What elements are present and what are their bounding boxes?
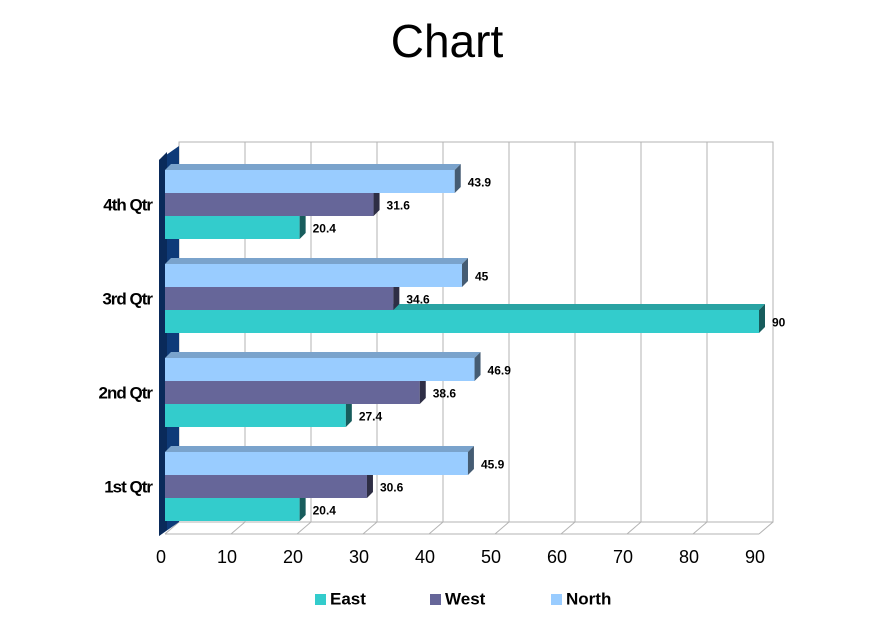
data-label: 45.9 bbox=[481, 458, 505, 472]
legend-swatch bbox=[430, 594, 441, 605]
bar-west bbox=[165, 193, 374, 216]
bar-end-west bbox=[373, 187, 380, 216]
data-label: 46.9 bbox=[488, 364, 512, 378]
gridline-floor bbox=[362, 521, 378, 535]
data-label: 30.6 bbox=[380, 481, 404, 495]
wall-edge bbox=[159, 152, 167, 536]
bar-east bbox=[165, 498, 300, 521]
bar-end-east bbox=[299, 210, 306, 239]
bar-end-east bbox=[299, 492, 306, 521]
data-label: 31.6 bbox=[387, 199, 411, 213]
gridline-floor bbox=[164, 521, 180, 535]
bar-top-north bbox=[165, 446, 474, 452]
bar-top-north bbox=[165, 258, 468, 264]
bar-north bbox=[165, 358, 475, 381]
bar-east bbox=[165, 310, 759, 333]
x-tick-label: 10 bbox=[217, 547, 237, 567]
x-tick-label: 90 bbox=[745, 547, 765, 567]
x-tick-label: 50 bbox=[481, 547, 501, 567]
bar-end-east bbox=[759, 304, 765, 333]
legend-label: East bbox=[330, 589, 366, 608]
side-wall bbox=[159, 146, 179, 536]
legend-label: North bbox=[566, 589, 611, 608]
gridline-floor bbox=[428, 521, 444, 535]
gridline-floor bbox=[296, 521, 312, 535]
gridline-floor bbox=[626, 521, 642, 535]
bar-end-west bbox=[366, 469, 373, 498]
category-label: 4th Qtr bbox=[103, 195, 153, 214]
x-tick-label: 80 bbox=[679, 547, 699, 567]
data-labels: 20.4 30.6 45.9 27.4 38.6 46.9 90 34.6 45 20.4 31.6… bbox=[313, 176, 786, 518]
bar-west bbox=[165, 381, 420, 404]
x-tick-label: 60 bbox=[547, 547, 567, 567]
gridline-floor bbox=[758, 521, 774, 535]
legend-swatch bbox=[551, 594, 562, 605]
bar-west bbox=[165, 475, 367, 498]
bar-end-north bbox=[462, 258, 468, 287]
data-label: 90 bbox=[772, 316, 786, 330]
data-label: 27.4 bbox=[359, 410, 383, 424]
axes: 1st Qtr 2nd Qtr 3rd Qtr 4th Qtr 0 10 20 30 40 50 6… bbox=[99, 195, 765, 567]
bar-end-west bbox=[393, 281, 400, 310]
legend-swatch bbox=[315, 594, 326, 605]
chart-title: Chart bbox=[390, 15, 504, 67]
gridline-floor bbox=[230, 521, 246, 535]
x-tick-label: 30 bbox=[349, 547, 369, 567]
category-label: 2nd Qtr bbox=[99, 383, 154, 402]
gridline-floor bbox=[494, 521, 510, 535]
bar-end-north bbox=[454, 164, 461, 193]
gridline-floor bbox=[692, 521, 708, 535]
bar-north bbox=[165, 452, 468, 475]
data-label: 20.4 bbox=[313, 222, 337, 236]
bar-east bbox=[165, 404, 346, 427]
bar-end-west bbox=[419, 375, 426, 404]
bars bbox=[165, 164, 765, 521]
legend-label: West bbox=[445, 589, 486, 608]
bar-north bbox=[165, 264, 462, 287]
x-tick-label: 20 bbox=[283, 547, 303, 567]
bar-north bbox=[165, 170, 455, 193]
bar-top-north bbox=[165, 164, 461, 170]
category-label: 1st Qtr bbox=[104, 477, 153, 496]
data-label: 34.6 bbox=[406, 293, 430, 307]
bar-east bbox=[165, 216, 300, 239]
category-label: 3rd Qtr bbox=[102, 289, 153, 308]
x-tick-label: 70 bbox=[613, 547, 633, 567]
data-label: 43.9 bbox=[468, 176, 492, 190]
gridline-floor bbox=[560, 521, 576, 535]
legend: East West North bbox=[315, 589, 611, 608]
bar-end-north bbox=[474, 352, 481, 381]
data-label: 38.6 bbox=[433, 387, 457, 401]
data-label: 45 bbox=[475, 270, 489, 284]
x-tick-label: 0 bbox=[156, 547, 166, 567]
x-tick-label: 40 bbox=[415, 547, 435, 567]
bar-end-east bbox=[345, 398, 352, 427]
data-label: 20.4 bbox=[313, 504, 337, 518]
bar-west bbox=[165, 287, 394, 310]
bar-top-north bbox=[165, 352, 481, 358]
bar-end-north bbox=[467, 446, 474, 475]
